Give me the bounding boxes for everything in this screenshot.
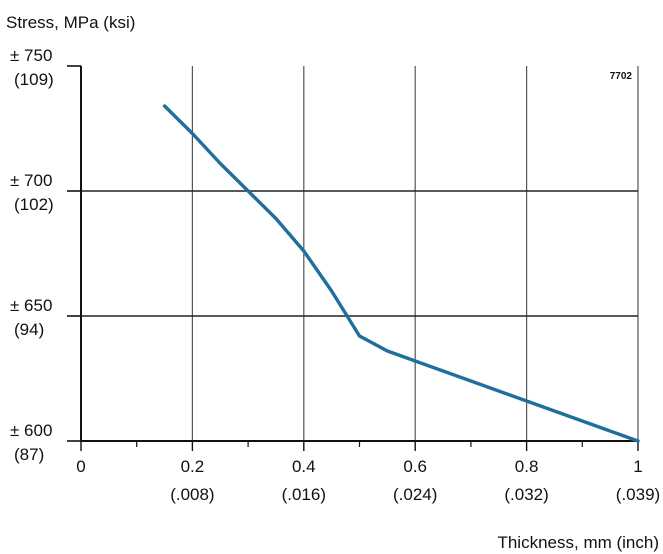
y-tick-sublabel: (87) xyxy=(14,445,44,464)
grid-lines xyxy=(81,66,639,441)
figure-code: 7702 xyxy=(610,71,633,82)
x-axis-title: Thickness, mm (inch) xyxy=(497,533,659,552)
x-tick-label: 0.6 xyxy=(403,457,427,476)
x-tick-sublabel: (.008) xyxy=(170,485,214,504)
axes xyxy=(67,65,639,451)
y-tick-label: ± 750 xyxy=(10,46,52,65)
x-tick-label: 0.2 xyxy=(181,457,205,476)
tick-labels: ± 750 (109) ± 700 (102) ± 650 (94) ± 600 (87) 0 0… xyxy=(10,46,660,504)
x-tick-label: 1 xyxy=(633,457,642,476)
y-tick-sublabel: (109) xyxy=(14,70,54,89)
data-series xyxy=(162,104,640,443)
x-tick-label: 0.8 xyxy=(515,457,539,476)
y-tick-sublabel: (102) xyxy=(14,195,54,214)
x-tick-sublabel: (.016) xyxy=(282,485,326,504)
y-tick-sublabel: (94) xyxy=(14,320,44,339)
y-tick-label: ± 700 xyxy=(10,171,52,190)
x-tick-sublabel: (.039) xyxy=(616,485,660,504)
x-tick-label: 0 xyxy=(76,457,85,476)
series-line xyxy=(162,104,640,443)
x-tick-sublabel: (.032) xyxy=(504,485,548,504)
y-tick-label: ± 600 xyxy=(10,421,52,440)
x-tick-label: 0.4 xyxy=(292,457,316,476)
x-tick-sublabel: (.024) xyxy=(393,485,437,504)
y-axis-title: Stress, MPa (ksi) xyxy=(6,13,135,32)
y-tick-label: ± 650 xyxy=(10,296,52,315)
